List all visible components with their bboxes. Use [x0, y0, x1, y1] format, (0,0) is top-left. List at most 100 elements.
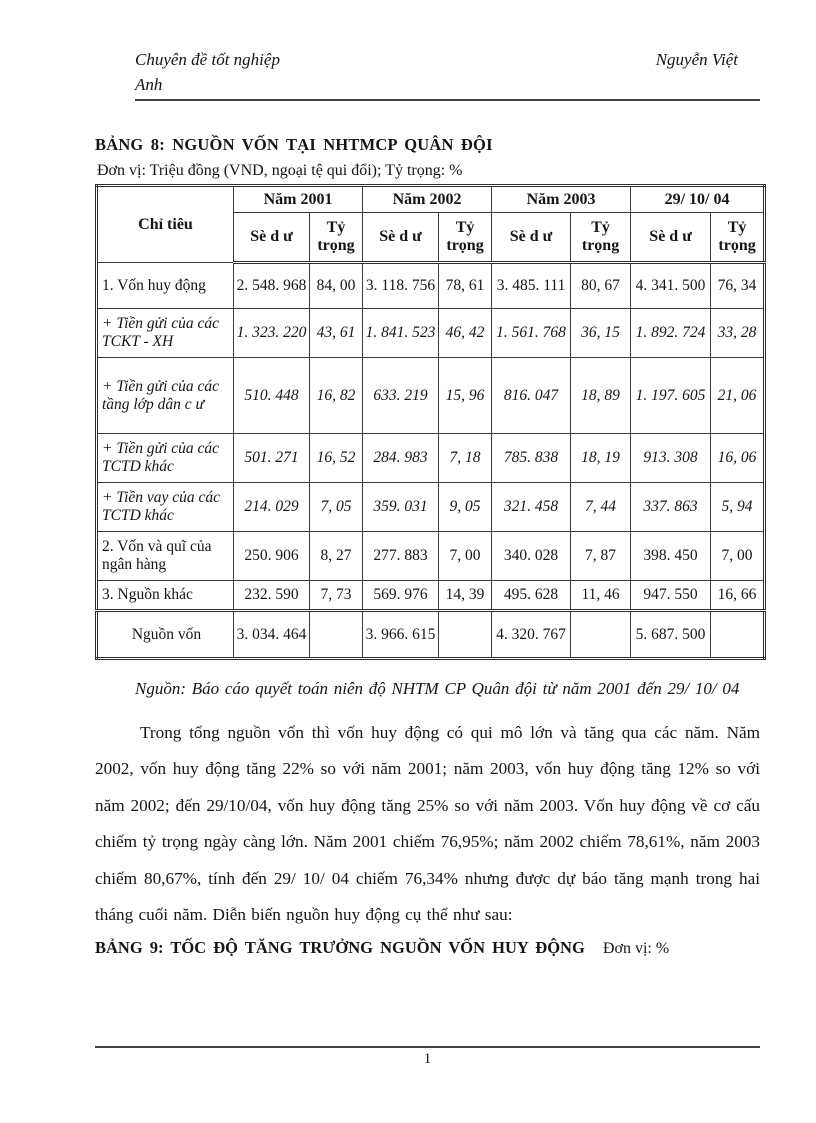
cell: 84, 00 [308, 262, 364, 310]
subcol-share: Tỷ trọng [438, 212, 493, 265]
cell: 21, 06 [710, 357, 766, 435]
body-paragraph: Trong tổng nguồn vốn thì vốn huy động có… [95, 722, 760, 925]
cell: 16, 06 [710, 433, 766, 484]
cell: 398. 450 [630, 531, 712, 582]
subcol-balance: Sè d ư [491, 212, 572, 265]
running-header: Chuyên đề tốt nghiệp Nguyễn Việt Anh [135, 48, 760, 102]
col-header-criteria: Chỉ tiêu [96, 185, 234, 264]
cell: 495. 628 [491, 580, 572, 612]
cell: 4. 341. 500 [630, 262, 712, 310]
table-total-row: Nguồn vốn 3. 034. 464 3. 966. 615 4. 320… [96, 609, 766, 660]
cell: 569. 976 [362, 580, 440, 612]
table8: Chỉ tiêu Năm 2001 Năm 2002 Năm 2003 29/ … [95, 184, 767, 661]
total-row-label: Nguồn vốn [96, 609, 234, 660]
cell: 43, 61 [308, 308, 364, 359]
cell: 284. 983 [362, 433, 440, 484]
header-right-text: Nguyễn Việt [655, 50, 738, 69]
table-row: 2. Vốn và quĩ của ngân hàng 250. 906 8, … [96, 531, 766, 582]
cell: 913. 308 [630, 433, 712, 484]
table-row: 1. Vốn huy động 2. 548. 968 84, 00 3. 11… [96, 262, 766, 310]
cell: 9, 05 [438, 482, 493, 533]
cell: 8, 27 [308, 531, 364, 582]
cell [570, 609, 632, 660]
cell: 16, 82 [308, 357, 364, 435]
cell: 214. 029 [233, 482, 310, 533]
cell: 250. 906 [233, 531, 310, 582]
row-label: + Tiền gửi của các TCTD khác [96, 433, 234, 484]
cell: 36, 15 [570, 308, 632, 359]
cell: 7, 87 [570, 531, 632, 582]
cell: 3. 485. 111 [491, 262, 572, 310]
row-label: + Tiền gửi của các tầng lớp dân c ư [96, 357, 234, 435]
cell [710, 609, 766, 660]
cell: 1. 841. 523 [362, 308, 440, 359]
cell: 816. 047 [491, 357, 572, 435]
cell: 633. 219 [362, 357, 440, 435]
cell: 18, 89 [570, 357, 632, 435]
cell [438, 609, 493, 660]
table9-unit-note: Đơn vị: % [602, 939, 670, 957]
cell: 7, 00 [438, 531, 493, 582]
col-header-date-291004: 29/ 10/ 04 [630, 185, 766, 214]
cell: 14, 39 [438, 580, 493, 612]
cell: 76, 34 [710, 262, 766, 310]
table8-source-note: Nguồn: Báo cáo quyết toán niên độ NHTM C… [135, 679, 740, 699]
row-label: 3. Nguồn khác [96, 580, 234, 612]
cell: 337. 863 [630, 482, 712, 533]
row-label: 1. Vốn huy động [96, 262, 234, 310]
table-row: + Tiền gửi của các TCTD khác 501. 271 16… [96, 433, 766, 484]
table8-title: BẢNG 8: NGUỒN VỐN TẠI NHTMCP QUÂN ĐỘI [95, 135, 493, 155]
cell: 501. 271 [233, 433, 310, 484]
table-row: + Tiền gửi của các tầng lớp dân c ư 510.… [96, 357, 766, 435]
row-label: + Tiền vay của các TCTD khác [96, 482, 234, 533]
table8-header-years: Chỉ tiêu Năm 2001 Năm 2002 Năm 2003 29/ … [96, 185, 766, 264]
cell: 33, 28 [710, 308, 766, 359]
cell: 359. 031 [362, 482, 440, 533]
cell: 7, 05 [308, 482, 364, 533]
table-row: + Tiền gửi của các TCKT - XH 1. 323. 220… [96, 308, 766, 359]
cell: 232. 590 [233, 580, 310, 612]
subcol-balance: Sè d ư [630, 212, 712, 265]
page-footer: 1 [95, 1046, 760, 1068]
cell: 7, 73 [308, 580, 364, 612]
page-content: Chuyên đề tốt nghiệp Nguyễn Việt Anh BẢN… [95, 48, 767, 958]
table9-title: BẢNG 9: TỐC ĐỘ TĂNG TRƯỞNG NGUỒN VỐN HUY… [95, 937, 585, 957]
table8-unit-note: Đơn vị: Triệu đồng (VND, ngoại tệ qui đổ… [97, 162, 463, 180]
cell: 3. 966. 615 [362, 609, 440, 660]
subcol-balance: Sè d ư [233, 212, 310, 265]
cell: 277. 883 [362, 531, 440, 582]
cell: 7, 44 [570, 482, 632, 533]
cell: 16, 66 [710, 580, 766, 612]
cell: 340. 028 [491, 531, 572, 582]
cell: 2. 548. 968 [233, 262, 310, 310]
subcol-share: Tỷ trọng [710, 212, 766, 265]
row-label: 2. Vốn và quĩ của ngân hàng [96, 531, 234, 582]
cell: 947. 550 [630, 580, 712, 612]
subcol-balance: Sè d ư [362, 212, 440, 265]
header-left-text-line2: Anh [135, 74, 163, 94]
header-left-text: Chuyên đề tốt nghiệp [135, 50, 280, 69]
cell: 1. 561. 768 [491, 308, 572, 359]
cell: 16, 52 [308, 433, 364, 484]
cell: 1. 892. 724 [630, 308, 712, 359]
col-header-year-2002: Năm 2002 [362, 185, 493, 214]
cell: 46, 42 [438, 308, 493, 359]
cell: 510. 448 [233, 357, 310, 435]
col-header-year-2001: Năm 2001 [232, 185, 364, 214]
cell: 5. 687. 500 [630, 609, 712, 660]
cell: 1. 197. 605 [630, 357, 712, 435]
cell: 4. 320. 767 [491, 609, 572, 660]
cell: 321. 458 [491, 482, 572, 533]
cell: 18, 19 [570, 433, 632, 484]
table8-header-subcols: Sè d ư Tỷ trọng Sè d ư Tỷ trọng Sè d ư T… [97, 212, 766, 265]
table9-caption: BẢNG 9: TỐC ĐỘ TĂNG TRƯỞNG NGUỒN VỐN HUY… [95, 938, 760, 958]
cell: 80, 67 [570, 262, 632, 310]
cell: 785. 838 [491, 433, 572, 484]
cell: 15, 96 [438, 357, 493, 435]
cell: 3. 034. 464 [233, 609, 310, 660]
cell: 5, 94 [710, 482, 766, 533]
page-number: 1 [423, 1051, 432, 1067]
cell: 7, 00 [710, 531, 766, 582]
running-header-row1: Chuyên đề tốt nghiệp Nguyễn Việt [135, 48, 760, 73]
